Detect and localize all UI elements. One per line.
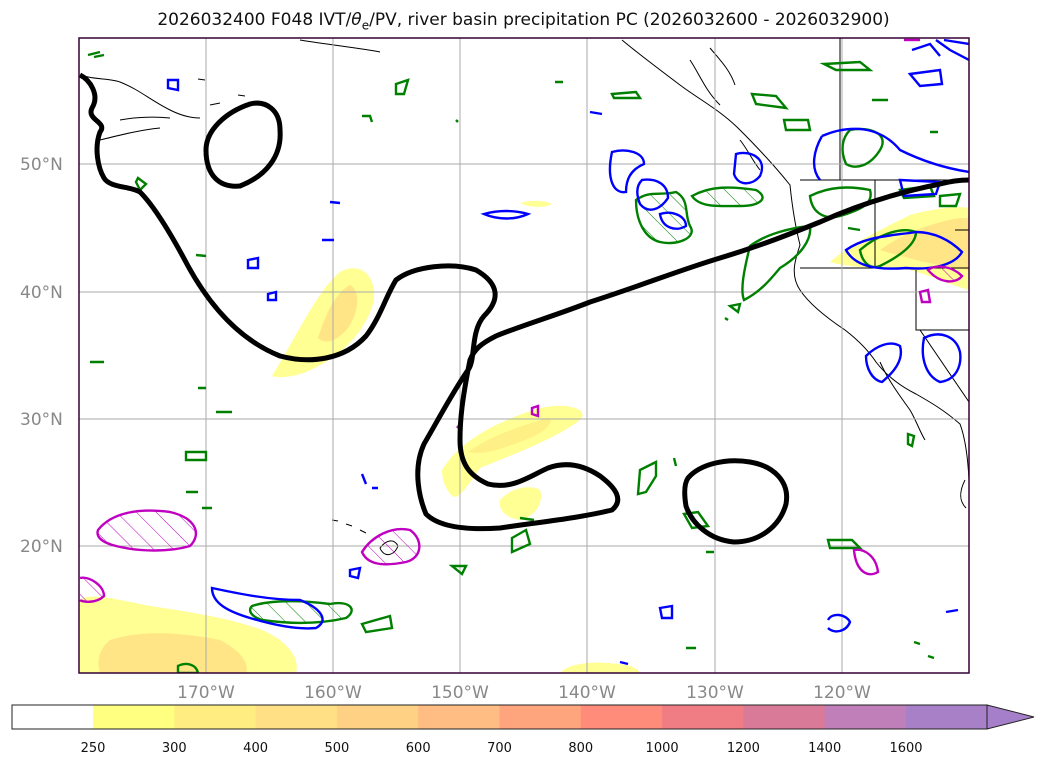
colorbar-tick-label: 1600 xyxy=(889,741,922,756)
colorbar-tick-label: 250 xyxy=(81,741,106,756)
colorbar-cell xyxy=(418,705,500,729)
colorbar-extend-arrow xyxy=(986,704,1035,730)
colorbar-tick-label: 1000 xyxy=(646,741,679,756)
colorbar-tick-label: 700 xyxy=(487,741,512,756)
colorbar-cell xyxy=(662,705,744,729)
colorbar-cell xyxy=(906,705,988,729)
colorbar-cell xyxy=(499,705,582,729)
colorbar-cell xyxy=(824,705,907,729)
colorbar-cell xyxy=(255,705,338,729)
lon-label-130w: 130°W xyxy=(686,683,744,703)
colorbar-frame xyxy=(11,704,988,730)
lon-label-160w: 160°W xyxy=(304,683,362,703)
colorbar-tick-label: 400 xyxy=(243,741,268,756)
colorbar-under xyxy=(12,705,93,729)
colorbar-tick-label: 800 xyxy=(568,741,593,756)
colorbar-cell xyxy=(336,705,419,729)
lat-label-30n: 30°N xyxy=(20,410,63,430)
lon-label-150w: 150°W xyxy=(431,683,489,703)
colorbar-tick-label: 1400 xyxy=(808,741,841,756)
colorbar-tick-label: 600 xyxy=(406,741,431,756)
colorbar-cell xyxy=(93,705,175,729)
colorbar-cell xyxy=(743,705,826,729)
lon-label-140w: 140°W xyxy=(558,683,616,703)
map-background xyxy=(79,38,969,673)
colorbar-cell xyxy=(174,705,257,729)
ivt-shading xyxy=(80,200,969,673)
lat-label-40n: 40°N xyxy=(20,283,63,303)
colorbar-tick-label: 300 xyxy=(162,741,187,756)
lat-label-50n: 50°N xyxy=(20,155,63,175)
colorbar-tick-label: 1200 xyxy=(727,741,760,756)
lon-label-170w: 170°W xyxy=(177,683,235,703)
blue-contours xyxy=(166,38,969,666)
ivt-contour xyxy=(79,72,969,545)
magenta-contours xyxy=(79,38,964,603)
colorbar: 250 300 400 500 600 700 800 1000 1200 1400 1600 xyxy=(11,704,1035,756)
lon-label-120w: 120°W xyxy=(813,683,871,703)
map-frame xyxy=(78,37,970,674)
longitude-labels: 170°W 160°W 150°W 140°W 130°W 120°W xyxy=(177,683,871,703)
colorbar-tick-label: 500 xyxy=(324,741,349,756)
map-title: 2026032400 F048 IVT/θe/PV, river basin p… xyxy=(157,10,890,33)
lat-label-20n: 20°N xyxy=(20,537,63,557)
colorbar-cell xyxy=(580,705,663,729)
latitude-labels: 50°N 40°N 30°N 20°N xyxy=(20,155,63,557)
